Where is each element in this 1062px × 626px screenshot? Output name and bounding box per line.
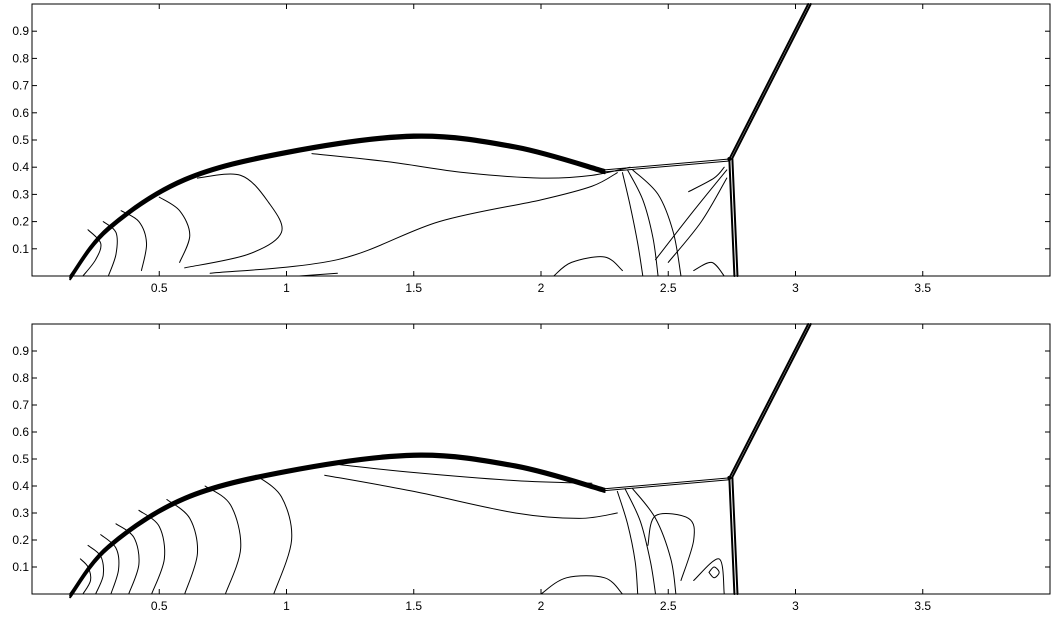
top-y-tick-label: 0.8 [12, 51, 29, 65]
top-incident-shock [730, 3, 812, 161]
top-x-tick-label: 1 [283, 281, 290, 295]
bottom-contour-line [79, 558, 92, 595]
top-contour-line [184, 173, 283, 269]
top-contour-line [693, 261, 725, 277]
top-triple-point [727, 157, 732, 162]
top-bow-shock [69, 136, 606, 281]
top-mach-stem [731, 158, 739, 277]
bottom-bow-shock [69, 454, 606, 597]
top-reflected-shock [604, 158, 730, 171]
top-bow-shock [69, 135, 606, 279]
top-contour-line [158, 196, 191, 263]
top-panel: 0.5 1 1.5 2 2.5 3 3.5 0.1 0.2 0.3 0.4 0.5 0.6 0.7 0.8 0… [12, 3, 1051, 295]
top-contour-line [553, 256, 623, 277]
bottom-contour-line [87, 544, 105, 595]
bottom-contour-line [624, 488, 657, 595]
top-y-tick-label: 0.4 [12, 160, 29, 174]
bottom-y-tick-label: 0.7 [12, 398, 29, 412]
bottom-y-tick-label: 0.3 [12, 506, 29, 520]
bottom-reflected-shock [604, 477, 730, 490]
bottom-y-tick-label: 0.6 [12, 425, 29, 439]
top-contour-line [102, 221, 118, 277]
bottom-y-tick-label: 0.5 [12, 452, 29, 466]
top-x-tick-label: 2.5 [660, 281, 677, 295]
top-y-tick-label: 0.5 [12, 133, 29, 147]
top-y-tick-label: 0.6 [12, 106, 29, 120]
bottom-contour-line [632, 488, 677, 595]
bottom-contour-line [324, 474, 618, 519]
bottom-mach-stem [728, 476, 736, 595]
bottom-contour-line [336, 463, 593, 484]
bottom-triple-point [727, 475, 732, 480]
bottom-contour-line [166, 499, 199, 595]
bottom-contour-line [100, 534, 120, 595]
top-bow-shock [69, 133, 606, 277]
top-contour-line [120, 210, 148, 272]
bottom-incident-shock [728, 323, 810, 479]
top-y-tick-label: 0.3 [12, 187, 29, 201]
top-y-tick-label: 0.2 [12, 215, 29, 229]
bottom-x-tick-label: 2 [538, 599, 545, 613]
bottom-y-tick-label: 0.1 [12, 560, 29, 574]
top-contour-line [311, 153, 631, 179]
bottom-y-tick-label: 0.8 [12, 371, 29, 385]
bottom-bow-shock [69, 452, 606, 595]
top-x-tick-label: 3 [792, 281, 799, 295]
top-x-tick-label: 3.5 [914, 281, 931, 295]
bottom-contour-line [204, 485, 242, 595]
top-mach-stem [728, 158, 736, 277]
top-contour-line [667, 177, 728, 263]
bottom-contour-line [138, 509, 166, 595]
bottom-x-tick-label: 0.5 [151, 599, 168, 613]
top-x-tick-label: 2 [538, 281, 545, 295]
top-contour-line [209, 172, 618, 274]
bottom-contour-line [693, 558, 725, 595]
top-contour-line [82, 229, 102, 277]
top-contour-line [688, 166, 725, 193]
bottom-x-tick-label: 1 [283, 599, 290, 613]
top-reflected-shock [604, 160, 730, 173]
bottom-bow-shock [69, 455, 606, 599]
bottom-panel: 0.5 1 1.5 2 2.5 3 3.5 0.1 0.2 0.3 0.4 0.5 0.6 0.7 0.8 0… [12, 323, 1051, 613]
bottom-contour-line [115, 523, 140, 595]
bottom-contour-line [616, 490, 639, 595]
top-y-tick-label: 0.9 [12, 24, 29, 38]
top-contour-line [632, 169, 682, 277]
bottom-reflected-shock [604, 479, 730, 492]
bottom-contour-line [540, 575, 623, 595]
bottom-y-tick-label: 0.2 [12, 533, 29, 547]
bottom-contour-line [708, 566, 720, 579]
bottom-contour-line [647, 513, 695, 581]
top-contour-line [298, 272, 338, 277]
bottom-contour-line [255, 474, 293, 595]
top-y-tick-label: 0.1 [12, 242, 29, 256]
bottom-y-tick-label: 0.9 [12, 344, 29, 358]
top-contour-line [627, 169, 659, 277]
bottom-x-tick-label: 3.5 [914, 599, 931, 613]
bottom-mach-stem [731, 476, 739, 595]
top-incident-shock [728, 3, 810, 161]
top-contour-line [621, 172, 644, 277]
bottom-x-tick-label: 1.5 [405, 599, 422, 613]
bottom-x-tick-label: 3 [792, 599, 799, 613]
bottom-incident-shock [730, 323, 812, 479]
bottom-plot-frame [31, 323, 1051, 595]
top-plot-frame [31, 3, 1051, 277]
top-contour-line [655, 169, 728, 261]
bottom-x-tick-label: 2.5 [660, 599, 677, 613]
top-y-tick-label: 0.7 [12, 79, 29, 93]
bottom-y-tick-label: 0.4 [12, 479, 29, 493]
top-x-tick-label: 0.5 [151, 281, 168, 295]
top-x-tick-label: 1.5 [405, 281, 422, 295]
